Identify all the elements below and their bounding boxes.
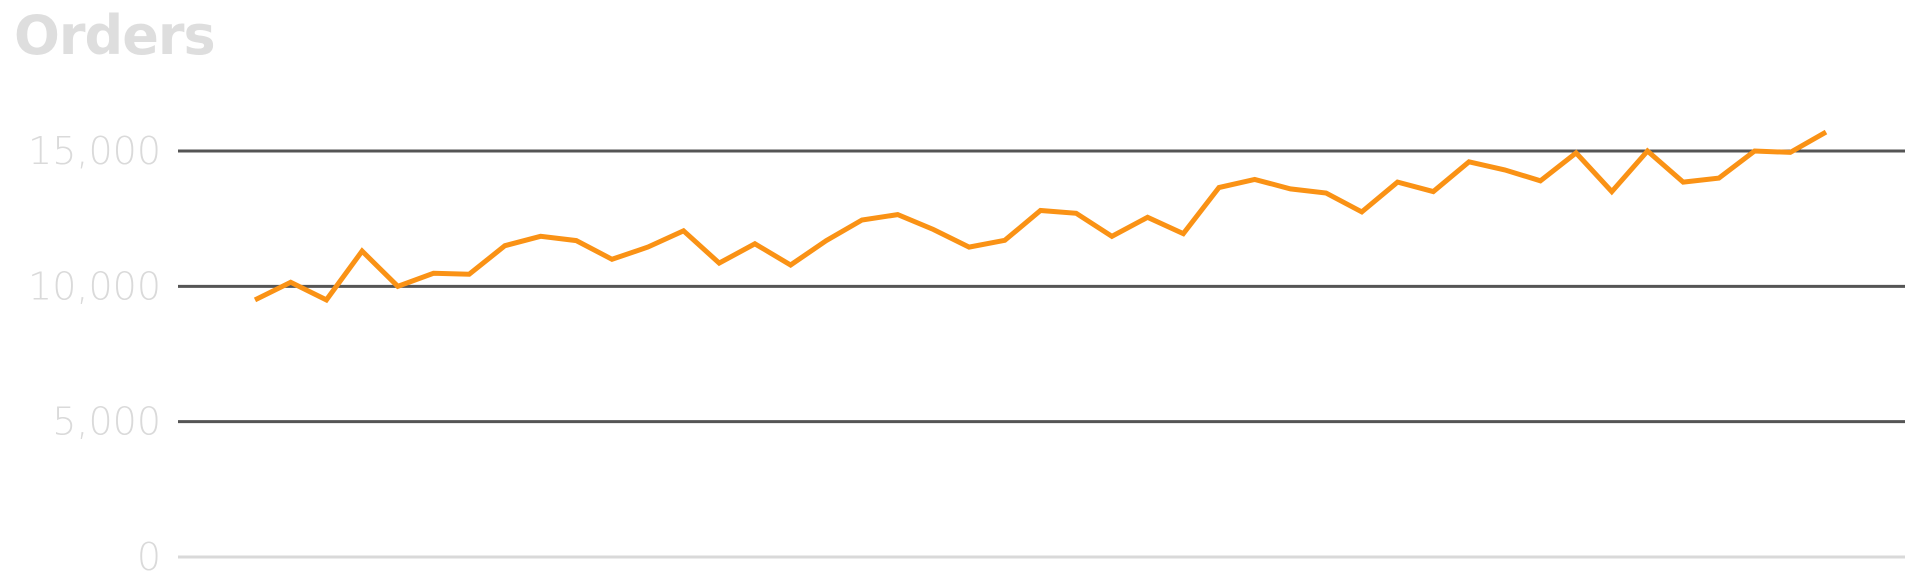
chart-title: Orders — [14, 4, 216, 67]
y-tick-label: 0 — [137, 535, 161, 576]
y-tick-label: 10,000 — [28, 264, 161, 308]
y-tick-label: 5,000 — [52, 400, 161, 444]
y-tick-label: 15,000 — [28, 129, 161, 173]
series-line-0 — [253, 129, 1828, 304]
